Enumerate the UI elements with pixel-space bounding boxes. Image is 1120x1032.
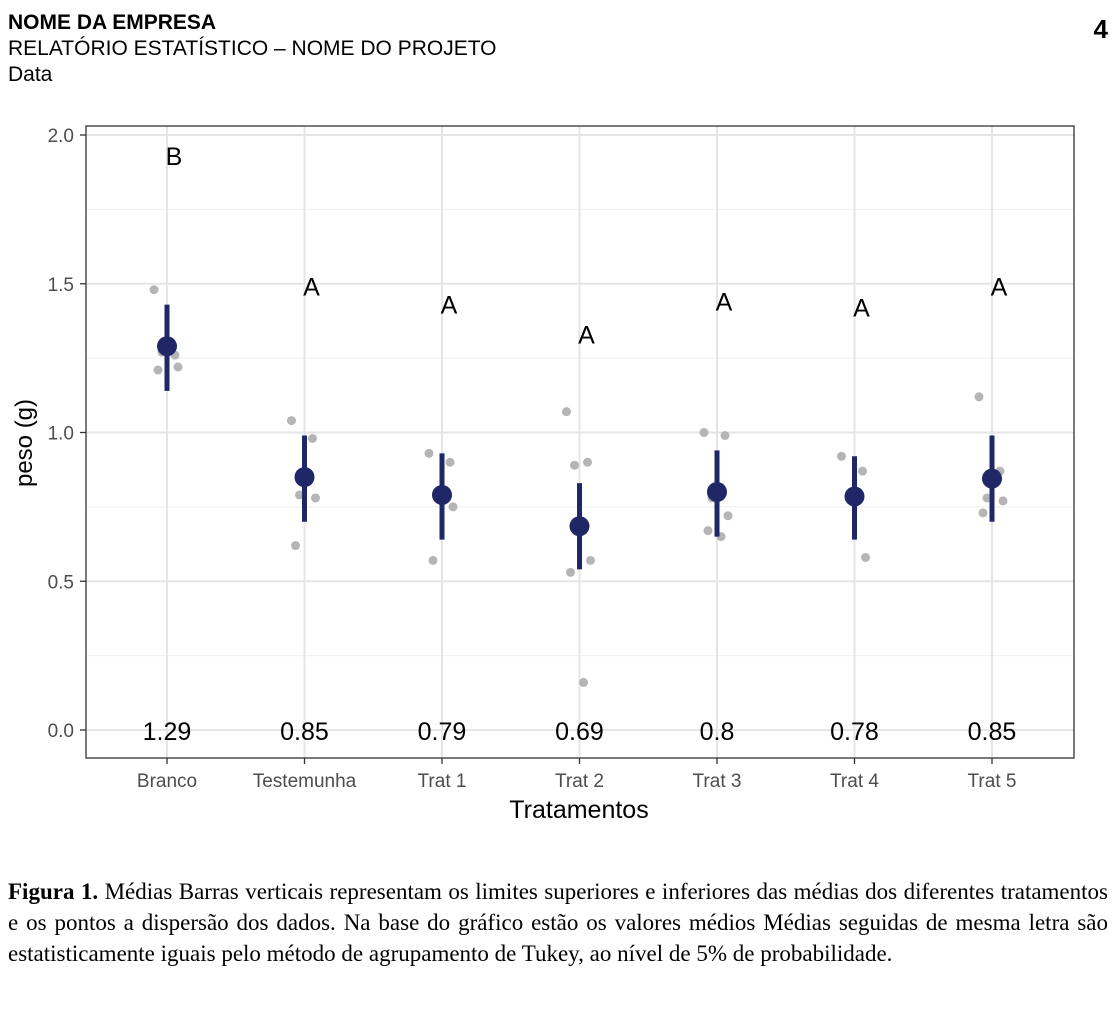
mean-value-label: 0.85 xyxy=(280,718,329,746)
report-date: Data xyxy=(8,63,53,86)
x-tick-label: Branco xyxy=(137,771,197,792)
data-point xyxy=(703,526,713,536)
mean-markers xyxy=(157,336,1002,537)
data-point xyxy=(311,493,320,503)
mean-point xyxy=(157,336,177,357)
group-letter: A xyxy=(853,295,870,323)
data-point xyxy=(858,466,867,476)
caption-label: Figura 1. xyxy=(8,879,99,904)
y-axis-title: peso (g) xyxy=(11,399,38,487)
x-tick-label: Trat 3 xyxy=(693,771,742,792)
company-name: NOME DA EMPRESA xyxy=(8,11,217,34)
figure-caption: Figura 1. Médias Barras verticais repres… xyxy=(8,876,1108,969)
data-point xyxy=(153,365,163,375)
group-letter: B xyxy=(166,143,183,171)
data-point xyxy=(583,457,592,467)
mean-point xyxy=(982,468,1002,489)
y-tick-label: 0.5 xyxy=(48,572,74,593)
group-letter: A xyxy=(716,289,733,317)
data-point xyxy=(723,511,733,521)
x-tick-label: Trat 1 xyxy=(418,771,467,792)
mean-value-label: 0.85 xyxy=(968,718,1017,746)
group-letter: A xyxy=(303,274,320,302)
data-point xyxy=(837,451,846,461)
mean-point xyxy=(707,482,727,502)
data-point xyxy=(428,555,438,565)
caption-text: Médias Barras verticais representam os l… xyxy=(8,879,1108,966)
data-point xyxy=(570,460,579,470)
data-point xyxy=(982,493,992,503)
x-tick-label: Testemunha xyxy=(253,771,357,792)
mean-point xyxy=(294,467,315,488)
y-tick-label: 1.5 xyxy=(48,275,74,296)
group-letter: A xyxy=(991,274,1008,302)
mean-value-label: 1.29 xyxy=(143,718,192,746)
data-point xyxy=(445,457,455,467)
mean-value-label: 0.79 xyxy=(418,718,467,746)
data-point xyxy=(295,490,304,500)
data-point xyxy=(974,392,984,402)
data-point xyxy=(579,677,588,687)
data-point xyxy=(291,541,300,551)
mean-value-label: 0.8 xyxy=(700,718,735,746)
data-points xyxy=(149,285,1008,687)
data-point xyxy=(861,552,870,562)
grid-lines xyxy=(86,126,1074,758)
mean-value-label: 0.78 xyxy=(830,718,879,746)
data-point xyxy=(149,285,159,295)
x-tick-label: Trat 4 xyxy=(830,771,879,792)
mean-point xyxy=(844,486,865,507)
y-tick-label: 0.0 xyxy=(48,721,74,742)
report-title: RELATÓRIO ESTATÍSTICO – NOME DO PROJETO xyxy=(8,37,497,60)
page-number: 4 xyxy=(1093,14,1108,44)
data-point xyxy=(424,448,434,458)
data-point xyxy=(566,567,575,577)
axes: 0.0 0.5 1.0 1.5 2.0 Branco Testemunha Trat 1 Tra… xyxy=(48,126,1017,792)
data-point xyxy=(699,428,709,437)
data-point xyxy=(720,430,730,440)
mean-point xyxy=(432,484,452,505)
group-letters: B A A A A A A xyxy=(166,143,1008,350)
y-tick-label: 1.0 xyxy=(48,424,74,445)
x-tick-label: Trat 5 xyxy=(968,771,1017,792)
data-point xyxy=(586,555,595,565)
data-point xyxy=(308,433,317,443)
data-point xyxy=(448,502,458,512)
x-tick-label: Trat 2 xyxy=(555,771,604,792)
group-letter: A xyxy=(441,292,458,320)
mean-value-labels: 1.29 0.85 0.79 0.69 0.8 0.78 0.85 xyxy=(143,718,1017,746)
mean-point xyxy=(569,516,590,537)
y-tick-label: 2.0 xyxy=(48,126,74,147)
data-point xyxy=(978,508,988,518)
data-point xyxy=(998,496,1008,506)
data-point xyxy=(173,362,183,372)
mean-value-label: 0.69 xyxy=(555,718,604,746)
data-point xyxy=(287,416,296,426)
group-letter: A xyxy=(578,321,595,349)
data-point xyxy=(562,407,571,417)
x-axis-title: Tratamentos xyxy=(509,796,648,824)
